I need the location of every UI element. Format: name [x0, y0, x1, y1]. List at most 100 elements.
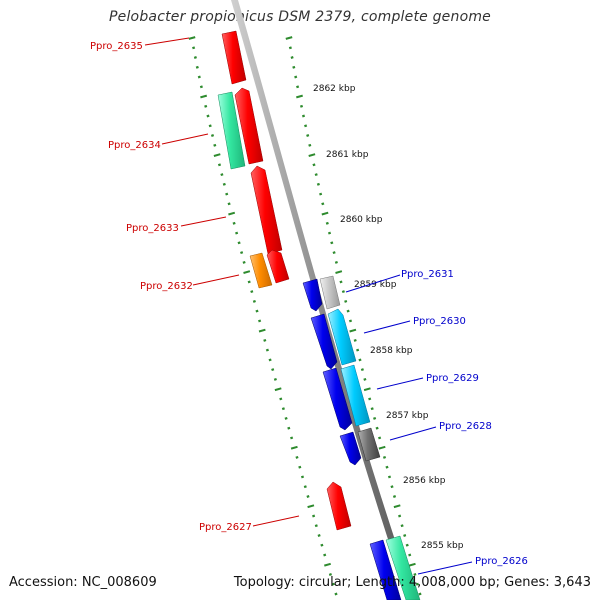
gene-label-ppro-2628[interactable]: Ppro_2628 [439, 421, 492, 432]
major-tick-mark [274, 387, 282, 392]
minor-tick-mark [319, 192, 323, 196]
major-tick-mark [335, 270, 343, 274]
label-leader-line [161, 133, 209, 145]
gene-feature-ppro-2626-b[interactable] [385, 535, 421, 600]
minor-tick-mark [382, 455, 387, 459]
minor-tick-mark [320, 543, 324, 547]
genome-title: Pelobacter propionicus DSM 2379, complet… [109, 9, 491, 25]
major-tick-mark [213, 153, 221, 157]
accession-text: Accession: NC_008609 [9, 575, 157, 590]
minor-tick-mark [273, 377, 277, 381]
gene-label-ppro-2634[interactable]: Ppro_2634 [108, 140, 161, 151]
minor-tick-mark [301, 114, 306, 118]
minor-tick-mark [370, 407, 374, 411]
minor-tick-mark [373, 416, 377, 420]
label-leader-line [376, 377, 424, 390]
gene-feature-ppro-2630-a[interactable] [310, 313, 338, 370]
gene-label-ppro-2627[interactable]: Ppro_2627 [199, 522, 252, 533]
gene-feature-ppro-2628-b[interactable] [357, 427, 381, 462]
gene-feature-ppro-2633[interactable] [250, 165, 283, 255]
gene-feature-ppro-2626-a[interactable] [369, 539, 402, 600]
minor-tick-mark [290, 56, 294, 59]
major-tick-mark [363, 387, 371, 392]
gene-label-ppro-2633[interactable]: Ppro_2633 [126, 223, 179, 234]
gene-features [217, 30, 421, 600]
minor-tick-mark [295, 455, 299, 459]
minor-tick-mark [195, 65, 199, 69]
minor-tick-mark [252, 299, 256, 303]
label-leader-line [389, 426, 437, 441]
gene-feature-ppro-2631-a[interactable] [302, 278, 323, 312]
minor-tick-mark [279, 397, 283, 401]
gene-label-ppro-2632[interactable]: Ppro_2632 [140, 281, 193, 292]
minor-tick-mark [303, 485, 307, 489]
kbp-label: 2861 kbp [326, 150, 369, 160]
label-leader-line [252, 515, 300, 527]
minor-tick-mark [400, 524, 404, 528]
gene-feature-ppro-2634-b[interactable] [234, 87, 264, 165]
gene-feature-ppro-2627[interactable] [326, 481, 352, 531]
minor-tick-mark [405, 543, 409, 547]
kbp-label: 2855 kbp [421, 541, 464, 551]
minor-tick-mark [197, 75, 201, 79]
minor-tick-mark [387, 475, 392, 479]
minor-tick-mark [255, 309, 259, 313]
minor-tick-mark [415, 582, 419, 586]
minor-tick-mark [281, 407, 285, 411]
minor-tick-mark [375, 426, 379, 430]
gene-feature-ppro-2632-b[interactable] [266, 249, 290, 284]
kbp-label: 2859 kbp [354, 280, 397, 290]
gene-feature-ppro-2628-a[interactable] [339, 431, 362, 466]
minor-tick-mark [268, 358, 272, 362]
minor-tick-mark [235, 231, 239, 235]
gene-feature-ppro-2629-a[interactable] [322, 367, 353, 431]
kbp-label: 2857 kbp [386, 411, 429, 421]
tick-rings [188, 36, 422, 596]
minor-tick-mark [210, 134, 215, 137]
major-tick-mark [307, 504, 315, 509]
minor-tick-mark [312, 163, 316, 167]
minor-tick-mark [403, 534, 407, 537]
label-leader-line [417, 561, 473, 575]
gene-feature-ppro-2634-a[interactable] [217, 91, 246, 170]
left-gene-labels: Ppro_2635 Ppro_2634 Ppro_2633 Ppro_2632 … [90, 37, 300, 533]
major-tick-mark [393, 504, 401, 509]
major-tick-mark [243, 270, 251, 274]
label-leader-line [363, 320, 411, 334]
minor-tick-mark [306, 495, 310, 498]
minor-tick-mark [344, 299, 348, 303]
minor-tick-mark [356, 348, 360, 352]
gene-feature-ppro-2631-b[interactable] [319, 275, 341, 310]
minor-tick-mark [413, 573, 417, 576]
minor-tick-mark [348, 319, 353, 323]
minor-tick-mark [346, 309, 350, 313]
kbp-label: 2858 kbp [370, 346, 413, 356]
gene-label-ppro-2629[interactable]: Ppro_2629 [426, 373, 479, 384]
major-tick-mark [378, 445, 386, 450]
minor-tick-mark [240, 251, 244, 255]
minor-tick-mark [390, 485, 394, 489]
minor-tick-mark [408, 553, 412, 557]
gene-feature-ppro-2632-a[interactable] [249, 252, 273, 289]
minor-tick-mark [288, 46, 292, 50]
minor-tick-mark [213, 143, 217, 147]
minor-tick-mark [385, 465, 389, 469]
gene-feature-ppro-2635[interactable] [221, 30, 247, 85]
major-tick-mark [188, 36, 196, 40]
topology-text: Topology: circular; Length: 4,008,000 bp… [233, 575, 591, 590]
gene-label-ppro-2635[interactable]: Ppro_2635 [90, 41, 143, 52]
minor-tick-mark [308, 143, 312, 147]
minor-tick-mark [353, 338, 357, 342]
gene-feature-ppro-2629-b[interactable] [340, 364, 371, 427]
genome-backbone [231, 0, 415, 600]
minor-tick-mark [296, 85, 300, 89]
major-tick-mark [285, 36, 293, 40]
minor-tick-mark [332, 251, 336, 255]
gene-label-ppro-2630[interactable]: Ppro_2630 [413, 316, 466, 327]
minor-tick-mark [227, 202, 231, 206]
gene-label-ppro-2631[interactable]: Ppro_2631 [401, 269, 454, 280]
minor-tick-mark [368, 397, 372, 401]
gene-feature-ppro-2630-b[interactable] [327, 308, 357, 366]
gene-label-ppro-2626[interactable]: Ppro_2626 [475, 556, 528, 567]
kbp-scale: 2862 kbp 2861 kbp 2860 kbp 2859 kbp 2858… [313, 84, 464, 551]
